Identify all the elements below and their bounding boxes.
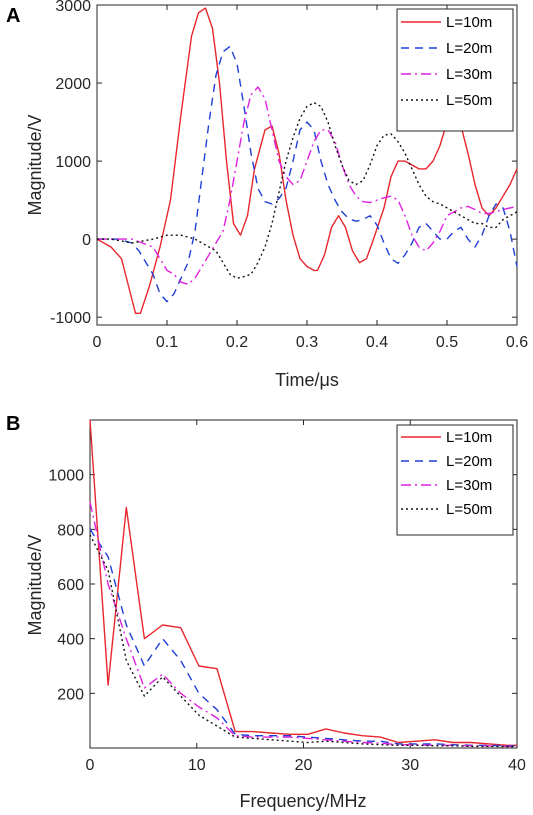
panel-a-legend-label: L=10m — [446, 14, 492, 31]
panel-b-x-tick-label: 10 — [188, 757, 206, 774]
panel-a-legend: L=10m L=20m L=30m L=50m — [396, 8, 514, 132]
panel-b-legend-label: L=10m — [446, 429, 492, 446]
panel-a-y-tick-label: 2000 — [55, 76, 91, 93]
panel-a-series-line-4 — [97, 101, 518, 279]
panel-b-y-tick-label: 200 — [57, 686, 84, 703]
panel-b-legend-items: L=10m L=20m L=30m L=50m — [401, 429, 492, 518]
panel-b-label: B — [6, 413, 20, 435]
panel-a-x-tick-label: 0 — [93, 334, 102, 351]
panel-b-x-tick-label: 30 — [401, 757, 419, 774]
panel-a-x-tick-label: 0.2 — [226, 334, 248, 351]
panel-b-ticks: 0 10 20 30 40 200 400 600 800 1000 — [48, 420, 526, 774]
panel-a-y-tick-label: -1000 — [50, 310, 91, 327]
panel-b-x-tick-label: 0 — [86, 757, 95, 774]
panel-a-x-tick-label: 0.1 — [156, 334, 178, 351]
panel-a-x-axis-label: Time/μs — [275, 370, 339, 390]
panel-b-y-tick-label: 800 — [57, 522, 84, 539]
panel-b-x-axis-label: Frequency/MHz — [239, 791, 366, 811]
panel-b-legend-label: L=30m — [446, 477, 492, 494]
panel-b-y-tick-label: 400 — [57, 632, 84, 649]
panel-b-series-line-4 — [89, 534, 517, 748]
panel-a-legend-items: L=10m L=20m L=30m L=50m — [401, 14, 492, 109]
panel-a-x-tick-label: 0.5 — [436, 334, 458, 351]
panel-a-legend-label: L=20m — [446, 40, 492, 57]
panel-b-series-line-2 — [89, 528, 517, 747]
panel-a-x-tick-label: 0.6 — [506, 334, 528, 351]
panel-b-y-tick-label: 600 — [57, 577, 84, 594]
panel-b-series — [89, 419, 517, 748]
panel-b: B 0 10 20 30 40 200 400 600 800 1000 Frequency/MH… — [6, 413, 526, 811]
panel-b-legend-box — [396, 424, 514, 536]
panel-a-y-tick-label: 1000 — [55, 154, 91, 171]
panel-a-x-tick-label: 0.4 — [366, 334, 388, 351]
panel-b-legend: L=10m L=20m L=30m L=50m — [396, 424, 514, 536]
panel-a: A 0 0.1 0.2 0.3 0.4 0.5 0.6-10000100020003000 … — [6, 0, 528, 390]
panel-b-x-tick-label: 20 — [295, 757, 313, 774]
panel-a-legend-label: L=30m — [446, 66, 492, 83]
panel-a-legend-box — [396, 8, 514, 132]
panel-b-y-axis-label: Magnitude/V — [25, 534, 45, 635]
panel-b-legend-label: L=50m — [446, 501, 492, 518]
panel-a-label: A — [6, 5, 20, 27]
panel-b-y-tick-label: 1000 — [48, 468, 84, 485]
panel-b-legend-label: L=20m — [446, 453, 492, 470]
panel-a-series-line-3 — [97, 86, 518, 286]
panel-a-legend-label: L=50m — [446, 92, 492, 109]
panel-b-series-line-1 — [89, 419, 517, 746]
panel-a-y-axis-label: Magnitude/V — [25, 114, 45, 215]
panel-a-y-tick-label: 3000 — [55, 0, 91, 15]
panel-a-series-line-2 — [97, 45, 518, 303]
panel-a-x-tick-label: 0.3 — [296, 334, 318, 351]
panel-a-y-tick-label: 0 — [82, 232, 91, 249]
panel-b-series-line-3 — [89, 501, 517, 748]
panel-b-x-tick-label: 40 — [508, 757, 526, 774]
